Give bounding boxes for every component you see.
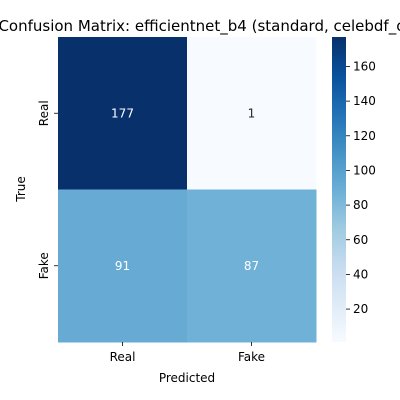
x-tick-label: Fake [238, 350, 265, 364]
colorbar-tick-label: 20 [353, 302, 368, 316]
y-tick-label: Fake [37, 252, 51, 279]
heatmap-cell-value: 1 [248, 106, 256, 120]
heatmap-cell [58, 37, 188, 190]
colorbar-tick-label: 80 [353, 198, 368, 212]
heatmap-cell-value: 87 [244, 259, 259, 273]
y-axis-ticks: Real Fake [37, 100, 58, 279]
x-axis-ticks: Real Fake [110, 342, 265, 364]
colorbar-tick-label: 140 [353, 94, 376, 108]
heatmap-cell [187, 189, 317, 343]
colorbar-tick-label: 120 [353, 129, 376, 143]
colorbar [332, 37, 346, 342]
heatmap-cell-value: 177 [111, 106, 134, 120]
colorbar-tick-label: 100 [353, 163, 376, 177]
heatmap-cell [187, 37, 317, 190]
colorbar-tick-label: 60 [353, 233, 368, 247]
heatmap-cell [58, 189, 188, 343]
y-tick-label: Real [37, 100, 51, 126]
x-axis-label: Predicted [159, 371, 215, 385]
heatmap-cell-value: 91 [115, 259, 130, 273]
heatmap-cells [58, 37, 317, 343]
colorbar-ticks: 20 40 60 80 100 120 140 160 [346, 59, 376, 316]
colorbar-tick-label: 160 [353, 59, 376, 73]
x-tick-label: Real [110, 350, 136, 364]
heatmap-cell-labels: 177 1 91 87 [111, 106, 259, 273]
y-axis-label: True [14, 176, 28, 203]
chart-title: Confusion Matrix: efficientnet_b4 (stand… [0, 17, 400, 36]
colorbar-tick-label: 40 [353, 267, 368, 281]
